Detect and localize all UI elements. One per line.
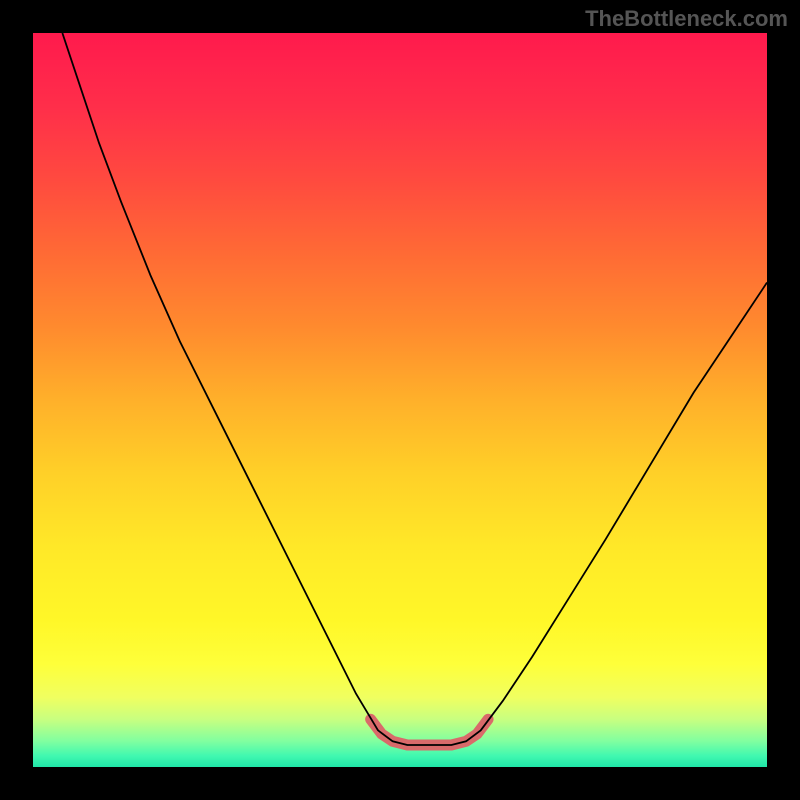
watermark-text: TheBottleneck.com [585,6,788,32]
plot-background [33,33,767,767]
chart-frame [0,0,800,800]
plot-area [33,33,767,767]
plot-svg [33,33,767,767]
